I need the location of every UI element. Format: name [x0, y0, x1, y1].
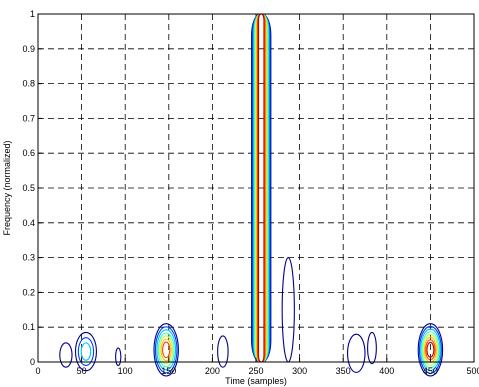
- x-tick-label: 500: [466, 366, 479, 376]
- contour-atom-450: [417, 323, 444, 377]
- contour-level-2: [418, 325, 442, 374]
- contour-level-3: [80, 342, 92, 361]
- y-tick-label: 0.9: [22, 44, 35, 54]
- contour-level-8: [426, 341, 435, 358]
- x-tick-label: 400: [379, 366, 394, 376]
- contour-low-blob-90: [115, 347, 122, 367]
- x-tick-label: 350: [336, 366, 351, 376]
- tick-marks: [37, 13, 475, 363]
- contour-level-3: [420, 328, 441, 372]
- contour-level-1: [217, 335, 229, 368]
- y-tick-label: 0.1: [22, 322, 35, 332]
- y-tick-label: 0.3: [22, 253, 35, 263]
- contour-level-4: [157, 332, 175, 368]
- contour-level-4: [421, 331, 440, 369]
- y-tick-label: 0: [30, 357, 35, 367]
- x-tick-label: 300: [292, 366, 307, 376]
- y-tick-label: 0.6: [22, 148, 35, 158]
- x-axis-label: Time (samples): [225, 376, 287, 386]
- contour-level-1: [347, 333, 366, 373]
- x-tick-label: 200: [205, 366, 220, 376]
- contour-level-6: [160, 338, 172, 362]
- contour-level-7: [162, 341, 171, 359]
- contour-low-blob-210: [217, 335, 229, 368]
- contour-level-6: [423, 336, 437, 364]
- contour-level-2: [77, 337, 95, 367]
- contour-level-1: [153, 323, 179, 377]
- contour-level-3: [156, 329, 177, 371]
- x-tick-label: 150: [161, 366, 176, 376]
- contour-level-5: [159, 335, 174, 365]
- contour-level-1: [74, 331, 97, 372]
- contour-atom-145: [153, 323, 179, 377]
- x-tick-label: 0: [35, 366, 40, 376]
- y-axis-label: Frequency (normalized): [2, 140, 12, 235]
- contour-level-2: [154, 326, 178, 374]
- contour-low-blob-380: [367, 331, 377, 365]
- contour-low-blob-30: [59, 342, 73, 368]
- contour-level-1: [59, 342, 73, 368]
- contour-level-1: [417, 323, 444, 377]
- x-tick-label: 450: [423, 366, 438, 376]
- contour-level-1: [115, 347, 122, 367]
- y-tick-label: 0.8: [22, 79, 35, 89]
- contour-low-blob-55: [74, 331, 97, 372]
- y-tick-label: 0.4: [22, 218, 35, 228]
- y-tick-label: 1: [30, 9, 35, 19]
- x-tick-label: 100: [118, 366, 133, 376]
- grid-lines: [38, 14, 474, 362]
- y-tick-label: 0.2: [22, 287, 35, 297]
- y-tick-label: 0.5: [22, 183, 35, 193]
- contour-level-5: [422, 333, 439, 366]
- contour-low-blob-360: [347, 333, 366, 373]
- x-tick-label: 50: [77, 366, 87, 376]
- x-tick-label: 250: [248, 366, 263, 376]
- contour-level-1: [367, 331, 377, 365]
- y-tick-label: 0.7: [22, 113, 35, 123]
